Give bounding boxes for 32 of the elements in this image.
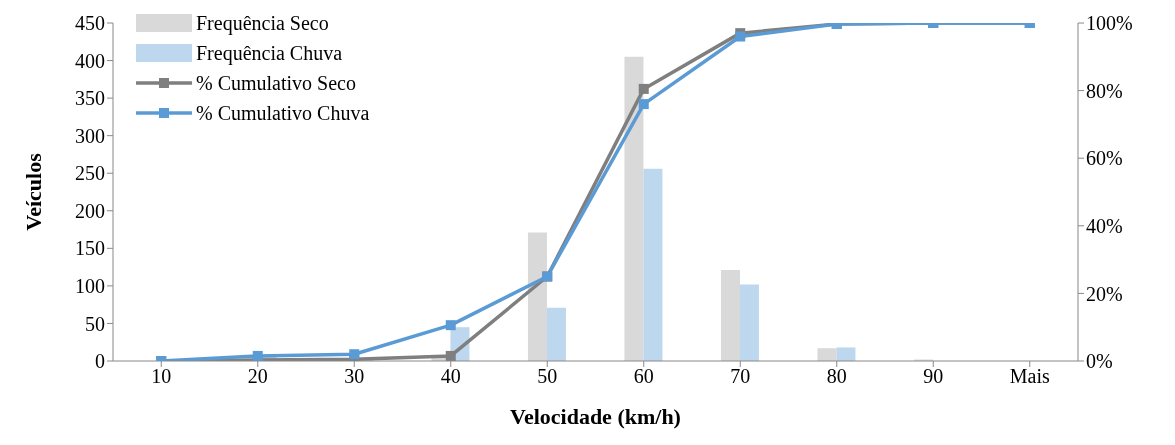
y-tick-label: 450 bbox=[75, 12, 105, 35]
y-tick-label: 200 bbox=[75, 199, 105, 222]
legend-label: Frequência Chuva bbox=[196, 41, 343, 65]
y2-tick-label: 20% bbox=[1086, 282, 1123, 305]
x-tick-label: 20 bbox=[247, 365, 268, 388]
x-tick-label: 60 bbox=[633, 365, 654, 388]
x-tick-label: 10 bbox=[151, 365, 172, 388]
y-tick-label: 50 bbox=[85, 312, 105, 335]
legend-label: Frequência Seco bbox=[196, 11, 329, 35]
x-tick-label: Mais bbox=[1009, 365, 1050, 388]
y-tick-label: 0 bbox=[95, 350, 105, 373]
y2-tick-label: 100% bbox=[1086, 12, 1133, 35]
y-tick-label: 400 bbox=[75, 49, 105, 72]
y2-tick-label: 60% bbox=[1086, 147, 1123, 170]
x-tick-label: 70 bbox=[730, 365, 751, 388]
x-tick-label: 40 bbox=[440, 365, 461, 388]
legend-label: % Cumulativo Chuva bbox=[196, 101, 370, 125]
legend-label: % Cumulativo Seco bbox=[196, 71, 356, 95]
x-tick-label: 50 bbox=[537, 365, 558, 388]
y-tick-label: 300 bbox=[75, 124, 105, 147]
y-axis-title: Veículos bbox=[20, 152, 46, 231]
y-tick-label: 250 bbox=[75, 162, 105, 185]
x-axis-title: Velocidade (km/h) bbox=[510, 404, 681, 429]
x-tick-label: 80 bbox=[826, 365, 847, 388]
y-tick-label: 350 bbox=[75, 87, 105, 110]
x-tick-label: 30 bbox=[344, 365, 365, 388]
y2-tick-label: 0% bbox=[1086, 350, 1113, 373]
y2-tick-label: 40% bbox=[1086, 214, 1123, 237]
x-tick-label: 90 bbox=[923, 365, 944, 388]
y-tick-label: 150 bbox=[75, 237, 105, 260]
y-tick-label: 100 bbox=[75, 274, 105, 297]
y2-tick-label: 80% bbox=[1086, 79, 1123, 102]
